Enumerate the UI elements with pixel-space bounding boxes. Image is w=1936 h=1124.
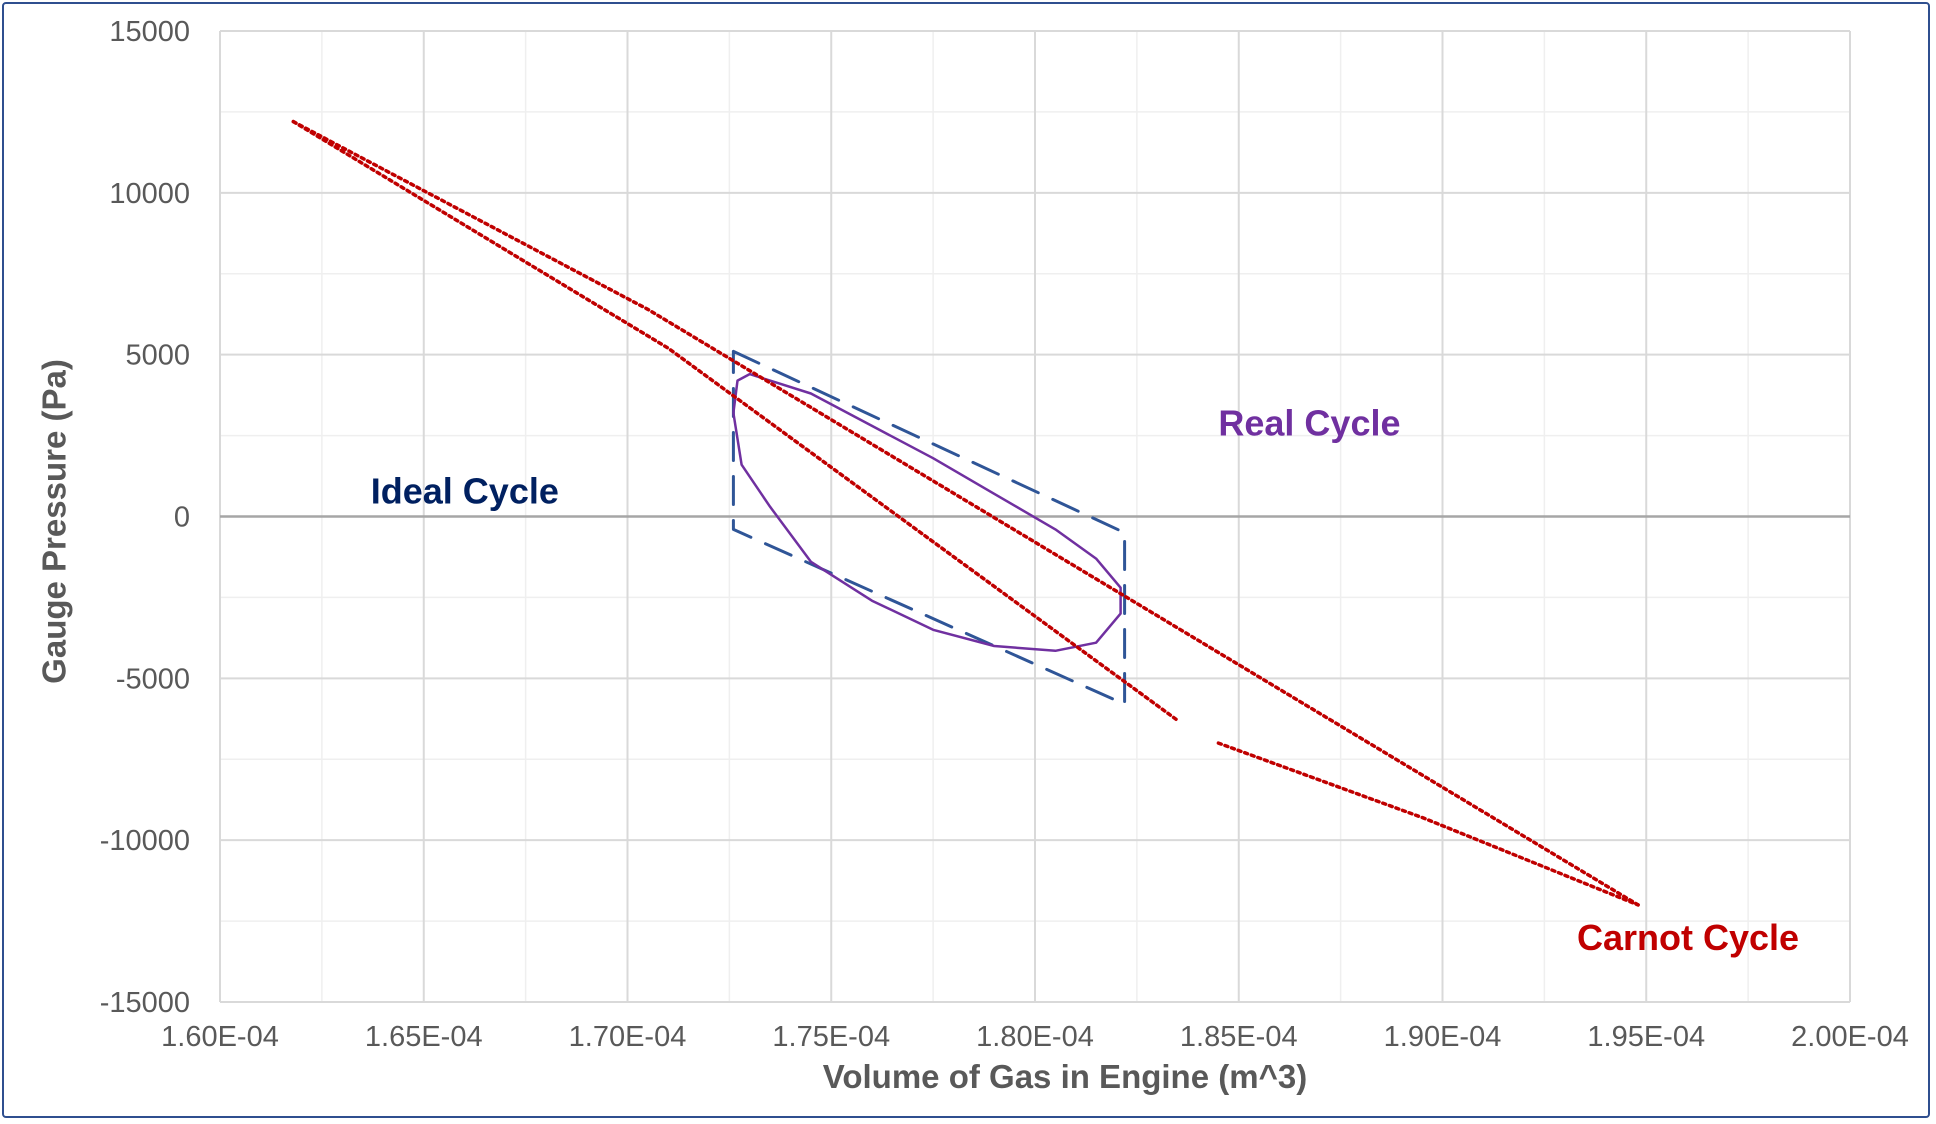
x-tick-label: 2.00E-04 [1791, 1021, 1909, 1053]
carnot-cycle-label: Carnot Cycle [1577, 917, 1799, 958]
carnot-cycle-line [1216, 741, 1640, 907]
y-tick-label: -10000 [100, 825, 190, 857]
carnot-cycle-line [291, 119, 1180, 723]
series-layer [291, 119, 1640, 907]
ideal-cycle-line [731, 349, 1127, 706]
ideal-cycle-label: Ideal Cycle [371, 471, 559, 512]
x-tick-label: 1.75E-04 [772, 1021, 890, 1053]
y-tick-label: -5000 [116, 663, 190, 695]
tick-labels: 1.60E-04 1.65E-04 1.70E-04 1.75E-04 1.80E-04… [100, 16, 1909, 1053]
x-tick-label: 1.65E-04 [365, 1021, 483, 1053]
y-tick-label: 5000 [125, 340, 190, 372]
real-cycle-line [732, 372, 1122, 653]
real-cycle-label: Real Cycle [1218, 403, 1400, 444]
x-tick-label: 1.85E-04 [1180, 1021, 1298, 1053]
y-axis-title: Gauge Pressure (Pa) [36, 359, 73, 684]
y-tick-label: 0 [174, 502, 190, 534]
x-tick-label: 1.60E-04 [161, 1021, 279, 1053]
carnot-cycle-line [291, 119, 1640, 907]
x-tick-label: 1.70E-04 [569, 1021, 687, 1053]
y-tick-label: 10000 [109, 178, 190, 210]
x-tick-label: 1.80E-04 [976, 1021, 1094, 1053]
x-axis-title: Volume of Gas in Engine (m^3) [823, 1058, 1307, 1095]
x-tick-label: 1.90E-04 [1384, 1021, 1502, 1053]
y-tick-label: -15000 [100, 987, 190, 1019]
x-tick-label: 1.95E-04 [1587, 1021, 1705, 1053]
annotations: Ideal Cycle Real Cycle Carnot Cycle [371, 403, 1799, 959]
y-tick-label: 15000 [109, 16, 190, 48]
